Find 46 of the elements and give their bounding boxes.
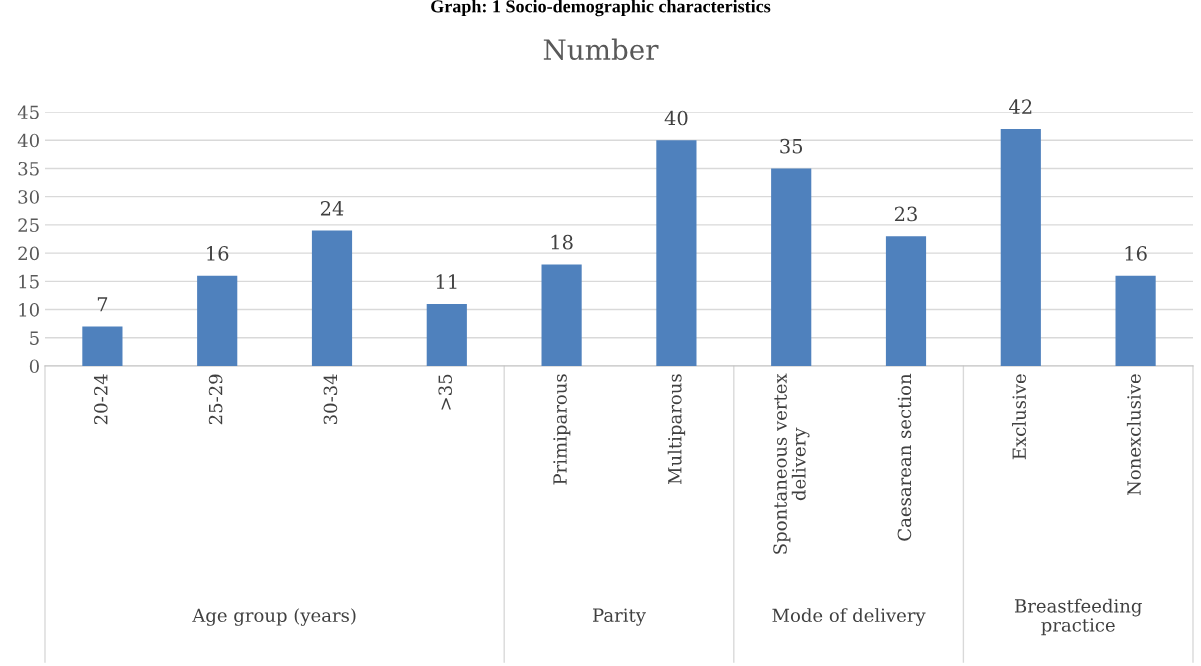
x-tick-label: >35 [438, 374, 453, 410]
y-tick-label: 25 [18, 218, 39, 233]
x-tick-label: Primiparous [553, 374, 571, 485]
data-label: 42 [1009, 99, 1032, 114]
x-tick-label: Caesarean section [897, 373, 912, 541]
text: Age group (years) [192, 608, 356, 626]
y-tick-label: 35 [18, 161, 39, 176]
y-tick-label: 45 [17, 105, 39, 120]
data-label: 23 [894, 206, 917, 222]
bar [197, 275, 238, 366]
x-tick-label: Exclusive [1012, 374, 1027, 460]
data-label: 24 [320, 200, 344, 216]
y-tick-label: 0 [29, 359, 39, 374]
x-tick-label: Multiparous [667, 374, 686, 485]
text: Breastfeeding practice [1014, 598, 1142, 636]
bar [82, 326, 123, 366]
bar [426, 303, 467, 366]
x-tick-label: 30-34 [323, 374, 338, 425]
bar [311, 230, 353, 366]
y-tick-label: 15 [19, 274, 39, 289]
bar [656, 140, 697, 366]
bar [885, 236, 927, 366]
bar [771, 168, 812, 366]
y-tick-label: 5 [30, 331, 39, 345]
chart-title: Graph: 1 Socio-demographic characteristics [431, 0, 771, 17]
data-label: 16 [207, 246, 229, 261]
x-tick-label: 25-29 [208, 374, 223, 425]
text: Mode of delivery [772, 608, 926, 626]
bar [1115, 275, 1156, 366]
chart-subtitle: Number [543, 38, 659, 61]
data-label: 35 [780, 138, 803, 154]
bar [541, 264, 582, 366]
x-tick-label: 20-24 [93, 374, 108, 425]
y-tick-label: 40 [17, 133, 39, 148]
y-tick-label: 10 [19, 303, 39, 317]
data-label: 7 [97, 297, 108, 312]
y-tick-label: 20 [18, 246, 39, 261]
data-label: 11 [436, 274, 457, 289]
x-tick-label: Nonexclusive [1126, 374, 1141, 496]
bar [1000, 128, 1041, 366]
x-tick-label: Spontaneous vertex delivery [773, 373, 810, 554]
y-tick-label: 30 [18, 190, 39, 204]
data-label: 18 [551, 234, 573, 250]
data-label: 40 [664, 110, 688, 126]
text: Parity [593, 608, 646, 626]
data-label: 16 [1125, 246, 1147, 261]
